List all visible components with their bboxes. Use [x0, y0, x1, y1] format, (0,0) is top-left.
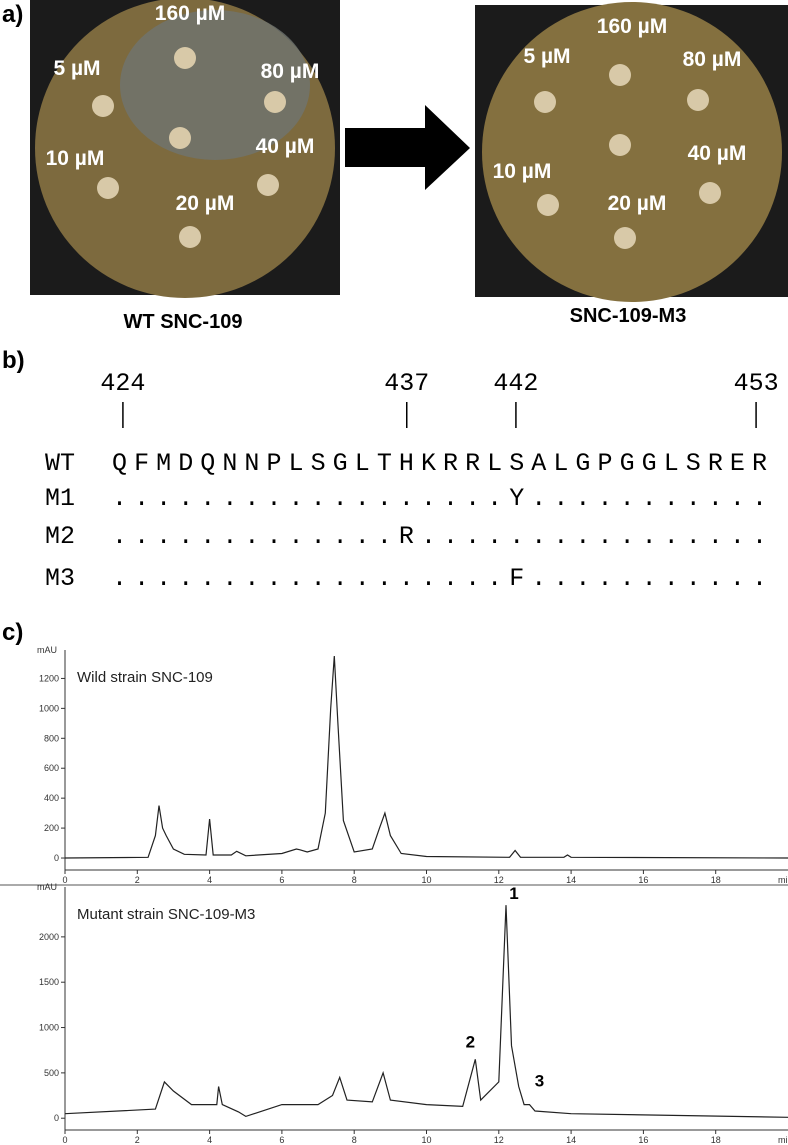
- y-tick-label: 0: [54, 853, 59, 863]
- x-tick-label: 0: [62, 1135, 67, 1145]
- peak-annotation: 2: [466, 1032, 475, 1051]
- x-tick-label: 12: [494, 875, 504, 885]
- x-tick-label: 10: [421, 1135, 431, 1145]
- row-name: WT: [45, 449, 75, 478]
- plate: [482, 2, 782, 302]
- x-tick-label: 6: [279, 1135, 284, 1145]
- concentration-label: 20 µM: [608, 192, 667, 215]
- y-axis-label: mAU: [37, 882, 57, 892]
- concentration-label: 40 µM: [256, 135, 315, 158]
- concentration-label: 160 µM: [597, 15, 667, 38]
- concentration-label: 5 µM: [523, 45, 570, 68]
- residue-number: 424: [100, 369, 145, 398]
- x-tick-label: 14: [566, 1135, 576, 1145]
- panel-label: c): [2, 619, 23, 646]
- sequence: ..................Y...........: [112, 484, 767, 513]
- y-tick-label: 400: [44, 793, 59, 803]
- y-tick-label: 800: [44, 733, 59, 743]
- x-tick-label: 16: [638, 875, 648, 885]
- x-tick-label: 4: [207, 1135, 212, 1145]
- y-axis-label: mAU: [37, 645, 57, 655]
- chart-title: Wild strain SNC-109: [77, 669, 213, 686]
- peak-annotation: 1: [509, 884, 518, 903]
- x-tick-label: 6: [279, 875, 284, 885]
- sequence: .............R................: [112, 522, 767, 551]
- y-tick-label: 0: [54, 1113, 59, 1123]
- x-tick-label: 2: [135, 1135, 140, 1145]
- residue-number: 437: [384, 369, 429, 398]
- x-tick-label: 10: [421, 875, 431, 885]
- x-tick-label: 8: [352, 875, 357, 885]
- y-tick-label: 200: [44, 823, 59, 833]
- residue-number: 442: [493, 369, 538, 398]
- x-tick-label: 14: [566, 875, 576, 885]
- plate-caption: WT SNC-109: [124, 311, 243, 333]
- x-axis-label: min: [778, 875, 788, 885]
- y-tick-label: 600: [44, 763, 59, 773]
- discs: [92, 47, 721, 249]
- concentration-label: 20 µM: [176, 192, 235, 215]
- x-tick-label: 0: [62, 875, 67, 885]
- concentration-label: 10 µM: [46, 147, 105, 170]
- x-tick-label: 16: [638, 1135, 648, 1145]
- sequence: ..................F...........: [112, 564, 767, 593]
- clear-zone: [120, 10, 310, 160]
- residue-number: 453: [734, 369, 779, 398]
- y-tick-label: 1000: [39, 703, 59, 713]
- x-tick-label: 18: [711, 1135, 721, 1145]
- concentration-label: 40 µM: [688, 142, 747, 165]
- y-tick-label: 1000: [39, 1023, 59, 1033]
- concentration-label: 10 µM: [493, 160, 552, 183]
- row-name: M2: [45, 522, 75, 551]
- x-tick-label: 8: [352, 1135, 357, 1145]
- panel-label: a): [2, 1, 23, 28]
- chart-title: Mutant strain SNC-109-M3: [77, 906, 255, 923]
- trace: [64, 655, 788, 859]
- y-tick-label: 500: [44, 1068, 59, 1078]
- peak-annotation: 3: [535, 1072, 544, 1091]
- panel-label: b): [2, 347, 25, 374]
- x-axis-label: min: [778, 1135, 788, 1145]
- x-tick-label: 2: [135, 875, 140, 885]
- x-tick-label: 18: [711, 875, 721, 885]
- y-tick-label: 2000: [39, 932, 59, 942]
- x-tick-label: 4: [207, 875, 212, 885]
- concentration-label: 80 µM: [683, 48, 742, 71]
- plate-caption: SNC-109-M3: [570, 305, 687, 327]
- arrow: [345, 105, 470, 190]
- y-tick-label: 1500: [39, 977, 59, 987]
- concentration-label: 160 µM: [155, 2, 225, 25]
- sequence: QFMDQNNPLSGLTHKRRLSALGPGGLSRER: [112, 449, 767, 478]
- row-name: M1: [45, 484, 75, 513]
- concentration-label: 5 µM: [53, 57, 100, 80]
- x-tick-label: 12: [494, 1135, 504, 1145]
- y-tick-label: 1200: [39, 673, 59, 683]
- trace: [64, 905, 788, 1118]
- row-name: M3: [45, 564, 75, 593]
- concentration-label: 80 µM: [261, 60, 320, 83]
